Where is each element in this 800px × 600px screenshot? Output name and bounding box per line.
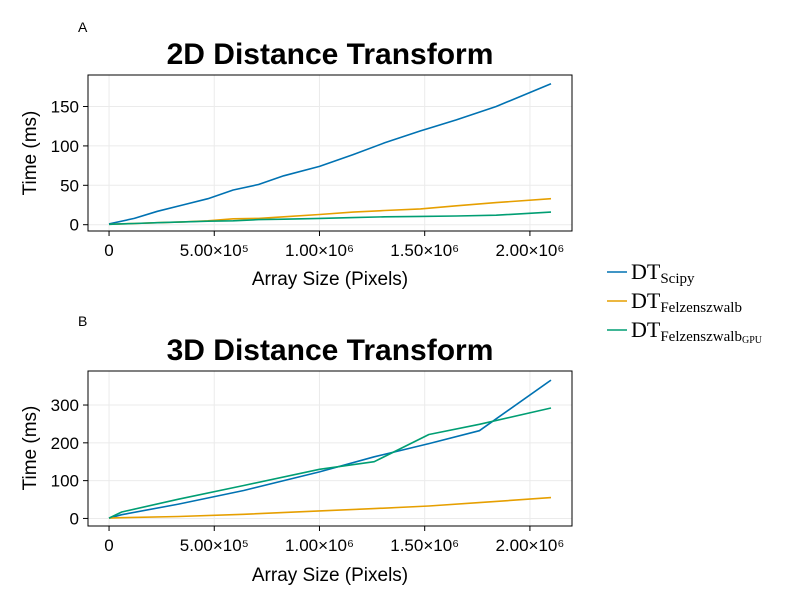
panel-a-chart: A 2D Distance Transform 0 5.00×10⁵ 1.00×10… — [20, 19, 573, 290]
panel-a-series-line-felzenszwalb-gpu — [108, 211, 552, 226]
panel-a-series-line-scipy — [108, 82, 552, 225]
legend-label-scipy: DT — [631, 259, 661, 284]
svg-text:DTScipy: DTScipy — [631, 259, 695, 287]
panel-a-series-line-felzenszwalb — [108, 197, 552, 226]
panel-b-x-tick-label: 1.50×10⁶ — [390, 536, 459, 555]
legend-label-felzenszwalb: DT — [631, 288, 661, 313]
legend-item-felzenszwalb: DTFelzenszwalb — [607, 288, 742, 316]
legend-item-scipy: DTScipy — [607, 259, 695, 287]
panel-a-x-tick-label: 1.50×10⁶ — [390, 241, 459, 260]
panel-a-x-tick-label: 5.00×10⁵ — [180, 241, 249, 260]
panel-b-x-tick-label: 2.00×10⁶ — [495, 536, 564, 555]
panel-a-x-tick-label: 0 — [104, 241, 113, 260]
panel-b-y-tick-label: 0 — [70, 509, 79, 528]
panel-b-y-tick-label: 200 — [51, 434, 79, 453]
panel-b-series-line-felzenszwalb — [108, 496, 552, 519]
panel-b-y-tick-label: 100 — [51, 472, 79, 491]
panel-b-ticks: 0 5.00×10⁵ 1.00×10⁶ 1.50×10⁶ 2.00×10⁶ 0 100 200… — [51, 396, 565, 555]
panel-b-title: 3D Distance Transform — [167, 334, 494, 367]
legend-sub-felzenszwalb: Felzenszwalb — [660, 300, 742, 316]
legend-subsub-felzenszwalb-gpu: GPU — [742, 335, 763, 346]
panel-a-y-tick-label: 100 — [51, 137, 79, 156]
svg-text:DTFelzenszwalbGPU: DTFelzenszwalbGPU — [631, 317, 763, 346]
panel-b-x-tick-label: 5.00×10⁵ — [180, 536, 249, 555]
panel-b-y-tick-label: 300 — [51, 396, 79, 415]
panel-a-x-tick-label: 2.00×10⁶ — [495, 241, 564, 260]
panel-a-y-axis-label: Time (ms) — [20, 111, 41, 196]
legend-sub-scipy: Scipy — [660, 271, 695, 287]
legend-item-felzenszwalb-gpu: DTFelzenszwalbGPU — [607, 317, 763, 346]
panel-b-series-line-felzenszwalb-gpu — [108, 407, 552, 519]
panel-a-y-tick-label: 50 — [60, 176, 79, 195]
panel-a-x-tick-label: 1.00×10⁶ — [285, 241, 354, 260]
panel-b-x-tick-label: 0 — [104, 536, 113, 555]
panel-b-series — [108, 379, 552, 519]
svg-text:DTFelzenszwalb: DTFelzenszwalb — [631, 288, 742, 316]
panel-b-chart: B 3D Distance Transform 0 5.00×10⁵ 1.00×10… — [20, 313, 573, 586]
panel-b-grid — [88, 371, 572, 526]
panel-a-grid — [88, 75, 572, 231]
panel-a-ticks: 0 5.00×10⁵ 1.00×10⁶ 1.50×10⁶ 2.00×10⁶ 0 50 100 1… — [51, 98, 565, 260]
panel-a-title: 2D Distance Transform — [167, 38, 494, 71]
legend: DTScipy DTFelzenszwalb DTFelzenszwalbGPU — [607, 259, 763, 346]
panel-b-x-tick-label: 1.00×10⁶ — [285, 536, 354, 555]
panel-b-series-line-scipy — [108, 379, 552, 519]
panel-b-x-axis-label: Array Size (Pixels) — [252, 565, 408, 586]
panel-a-y-tick-label: 0 — [70, 216, 79, 235]
legend-sub-felzenszwalb-gpu: Felzenszwalb — [660, 329, 742, 345]
legend-label-felzenszwalb-gpu: DT — [631, 317, 661, 342]
panel-b-y-axis-label: Time (ms) — [20, 406, 41, 491]
panel-a-series — [108, 82, 552, 226]
panel-b-plot-frame — [87, 370, 573, 527]
panel-b-letter: B — [78, 313, 87, 329]
panel-a-plot-frame — [87, 74, 573, 232]
panel-a-letter: A — [78, 19, 88, 35]
panel-a-x-axis-label: Array Size (Pixels) — [252, 269, 408, 290]
panel-a-y-tick-label: 150 — [51, 98, 79, 117]
